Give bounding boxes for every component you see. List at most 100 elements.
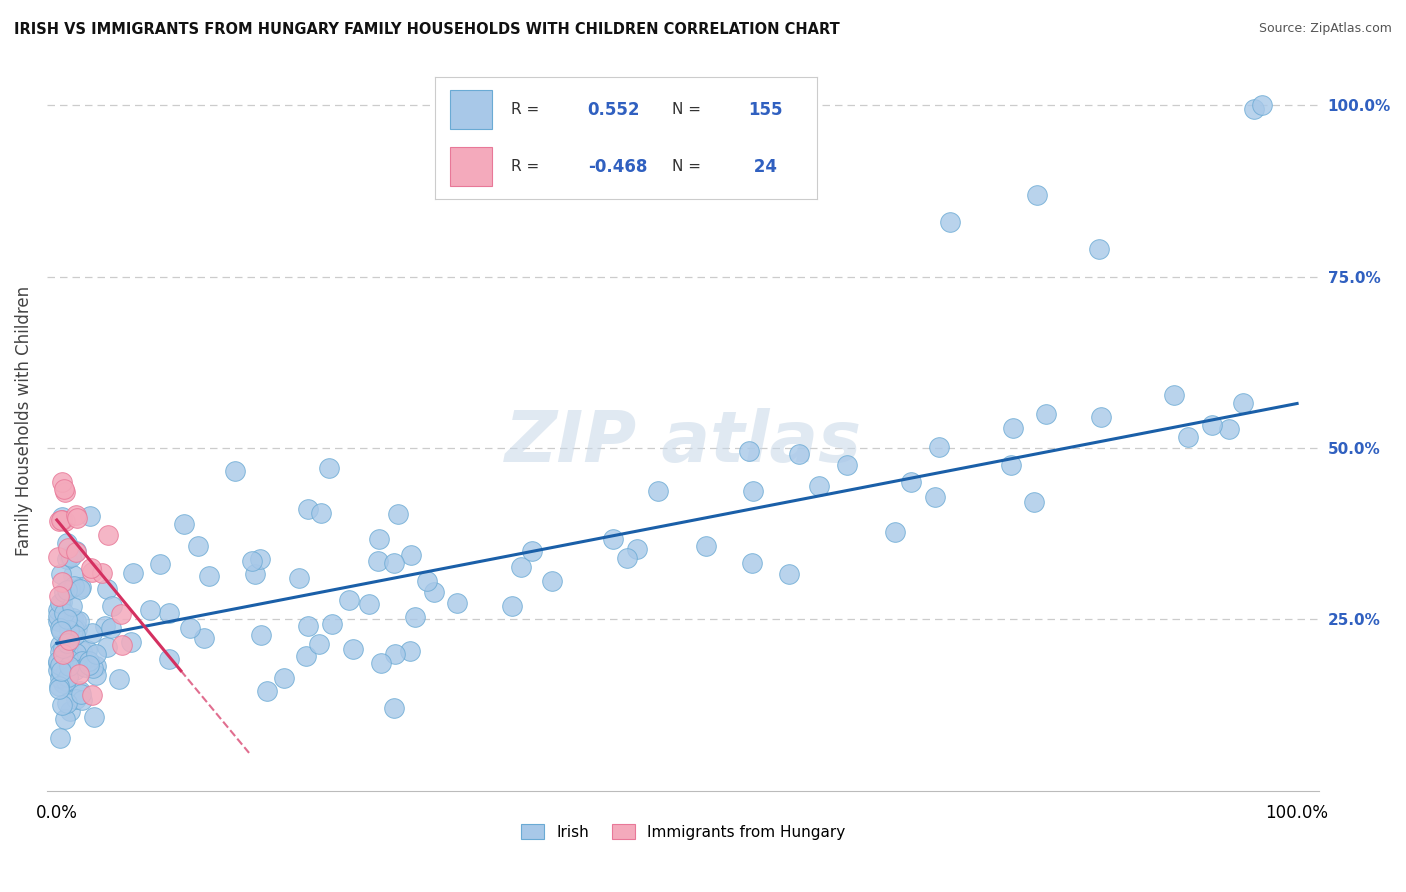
Point: [49, 638, 72, 652]
Point: [83, 710, 105, 724]
Point: [49, 624, 72, 639]
Point: [367, 554, 389, 568]
Point: [1232, 396, 1254, 410]
Point: [48, 596, 70, 610]
Point: [509, 559, 531, 574]
Point: [1201, 417, 1223, 432]
Point: [97, 528, 120, 542]
Legend: Irish, Immigrants from Hungary: Irish, Immigrants from Hungary: [515, 818, 852, 846]
Point: [46, 615, 69, 629]
Point: [309, 506, 332, 520]
Point: [1243, 102, 1265, 116]
Point: [368, 532, 391, 546]
Point: [738, 444, 761, 458]
Point: [56, 536, 79, 550]
Point: [46, 550, 69, 565]
Point: [179, 621, 201, 635]
Point: [58, 659, 80, 673]
Point: [52, 641, 75, 656]
Point: [193, 632, 215, 646]
Point: [501, 599, 523, 613]
Point: [295, 649, 318, 664]
Point: [1001, 421, 1024, 435]
Point: [53, 606, 76, 620]
Text: ZIP atlas: ZIP atlas: [505, 409, 862, 477]
Point: [46, 654, 69, 668]
Point: [69, 580, 91, 594]
Point: [240, 554, 263, 568]
Point: [65, 545, 87, 559]
Point: [51, 475, 73, 490]
Point: [62, 610, 84, 624]
Point: [778, 567, 800, 582]
Point: [626, 541, 648, 556]
Point: [53, 515, 76, 529]
Point: [59, 582, 82, 597]
Point: [48, 731, 70, 745]
Point: [65, 646, 87, 660]
Point: [308, 637, 330, 651]
Point: [900, 475, 922, 489]
Point: [56, 612, 79, 626]
Point: [65, 508, 87, 523]
Point: [62, 622, 84, 636]
Point: [65, 543, 87, 558]
Point: [55, 665, 77, 679]
Point: [48, 657, 70, 672]
Point: [49, 664, 72, 678]
Point: [53, 482, 76, 496]
Text: IRISH VS IMMIGRANTS FROM HUNGARY FAMILY HOUSEHOLDS WITH CHILDREN CORRELATION CHA: IRISH VS IMMIGRANTS FROM HUNGARY FAMILY …: [14, 22, 839, 37]
Point: [96, 640, 118, 654]
Point: [297, 618, 319, 632]
Point: [48, 681, 70, 696]
Point: [51, 574, 73, 589]
Point: [51, 595, 73, 609]
Point: [108, 672, 131, 686]
Point: [787, 447, 810, 461]
Point: [1000, 458, 1022, 472]
Point: [122, 566, 145, 581]
Point: [399, 644, 422, 658]
Point: [80, 560, 103, 574]
Point: [256, 683, 278, 698]
Point: [370, 656, 392, 670]
Point: [62, 568, 84, 582]
Point: [1218, 422, 1240, 436]
Point: [59, 549, 82, 564]
Point: [120, 635, 142, 649]
Point: [602, 532, 624, 546]
Point: [53, 485, 76, 500]
Point: [1163, 388, 1185, 402]
Point: [187, 539, 209, 553]
Point: [60, 599, 83, 614]
Point: [835, 458, 858, 473]
Point: [342, 642, 364, 657]
Point: [249, 628, 271, 642]
Point: [56, 552, 79, 566]
Point: [69, 687, 91, 701]
Point: [1251, 98, 1274, 112]
Point: [51, 509, 73, 524]
Text: Source: ZipAtlas.com: Source: ZipAtlas.com: [1258, 22, 1392, 36]
Point: [173, 517, 195, 532]
Point: [401, 548, 423, 562]
Point: [58, 632, 80, 647]
Point: [540, 574, 562, 589]
Point: [337, 593, 360, 607]
Point: [58, 549, 80, 564]
Point: [56, 696, 79, 710]
Point: [157, 651, 180, 665]
Point: [65, 691, 87, 706]
Point: [404, 610, 426, 624]
Point: [80, 626, 103, 640]
Point: [80, 688, 103, 702]
Point: [63, 663, 86, 677]
Point: [70, 693, 93, 707]
Point: [70, 654, 93, 668]
Point: [616, 551, 638, 566]
Point: [76, 643, 98, 657]
Point: [49, 621, 72, 635]
Point: [65, 614, 87, 628]
Point: [48, 514, 70, 528]
Point: [49, 671, 72, 685]
